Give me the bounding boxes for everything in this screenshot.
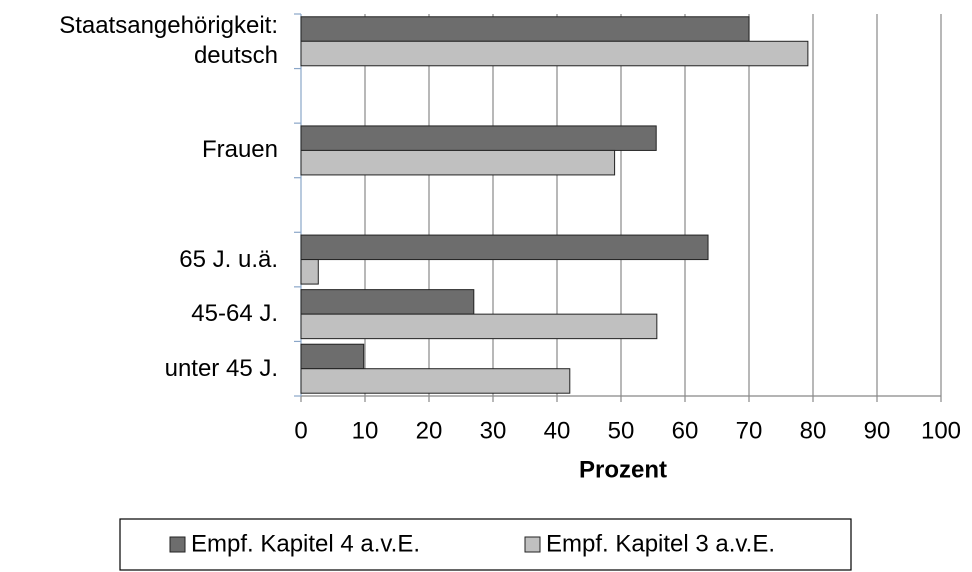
category-label-box: 65 J. u.ä. xyxy=(179,245,278,273)
bar xyxy=(300,125,657,151)
category-label-box: Staatsangehörigkeit: deutsch xyxy=(59,12,278,70)
legend-swatch xyxy=(524,536,541,553)
category-label-box: Frauen xyxy=(201,136,278,164)
x-tick-label: 40 xyxy=(544,417,571,444)
bar xyxy=(300,149,616,176)
y-tick-label: Frauen xyxy=(201,136,278,164)
x-tick-label: 50 xyxy=(608,417,635,444)
bar xyxy=(300,368,571,394)
x-tick-label: 0 xyxy=(294,417,307,444)
bar xyxy=(300,343,365,370)
legend-swatch xyxy=(169,536,186,553)
legend-label: Empf. Kapitel 4 a.v.E. xyxy=(191,530,420,557)
x-tick-label: 30 xyxy=(480,417,507,444)
y-tick-label: Staatsangehörigkeit: deutsch xyxy=(59,12,278,70)
x-tick-label: 100 xyxy=(921,417,961,444)
x-axis-label: Prozent xyxy=(579,456,667,483)
x-tick-label: 90 xyxy=(864,417,891,444)
bar xyxy=(300,259,319,285)
x-tick-label: 20 xyxy=(416,417,443,444)
bar xyxy=(300,16,750,42)
category-label-box: unter 45 J. xyxy=(164,354,278,382)
y-tick-label: 45-64 J. xyxy=(191,300,278,328)
bar xyxy=(300,313,658,340)
legend-box xyxy=(119,518,852,571)
x-tick-label: 80 xyxy=(800,417,827,444)
x-tick-label: 60 xyxy=(672,417,699,444)
bar xyxy=(300,289,475,315)
y-tick-label: unter 45 J. xyxy=(164,354,278,382)
x-tick-label: 10 xyxy=(352,417,379,444)
bar xyxy=(300,40,809,67)
y-tick-label: 65 J. u.ä. xyxy=(179,245,278,273)
x-tick-label: 70 xyxy=(736,417,763,444)
legend-label: Empf. Kapitel 3 a.v.E. xyxy=(546,530,775,557)
category-label-box: 45-64 J. xyxy=(191,300,278,328)
bar xyxy=(300,234,709,261)
